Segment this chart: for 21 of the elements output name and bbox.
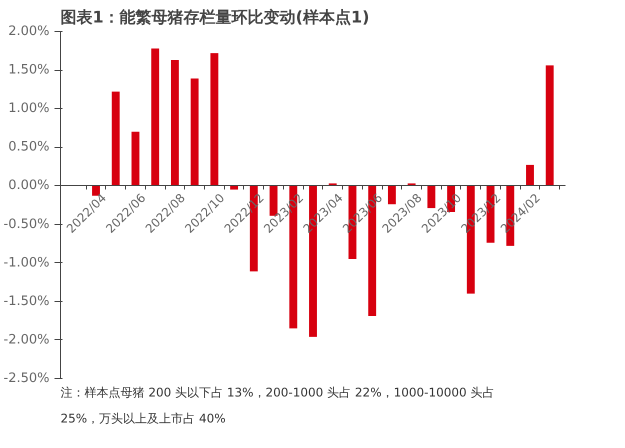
y-tick-label: 1.50% bbox=[8, 62, 50, 78]
y-tick-label: 0.50% bbox=[8, 140, 50, 155]
y-tick-label: -1.00% bbox=[4, 255, 50, 270]
y-tick-label: -2.00% bbox=[4, 332, 50, 348]
y-tick-label: 1.00% bbox=[8, 101, 50, 116]
bar bbox=[112, 92, 120, 186]
y-tick-label: 0.00% bbox=[8, 178, 50, 194]
bar bbox=[526, 164, 534, 186]
chart-title: 图表1：能繁母猪存栏量环比变动(样本点1) bbox=[60, 8, 370, 26]
bar bbox=[151, 48, 160, 186]
bar bbox=[132, 132, 140, 186]
bar bbox=[210, 53, 218, 186]
text: 注：样本点母猪 200 头以下占 13%，200-1000 头占 22%，1000-10000 头占25%，万头以上及上市占 40% bbox=[60, 386, 494, 426]
y-tick-label: 2.00% bbox=[8, 24, 50, 39]
bar bbox=[190, 78, 199, 186]
bar bbox=[230, 186, 238, 190]
y-tick-label: -0.50% bbox=[4, 216, 50, 232]
y-tick-label: -2.50% bbox=[4, 371, 50, 386]
bar bbox=[170, 60, 179, 186]
bar bbox=[546, 65, 554, 186]
y-tick-label: -1.50% bbox=[4, 294, 50, 309]
